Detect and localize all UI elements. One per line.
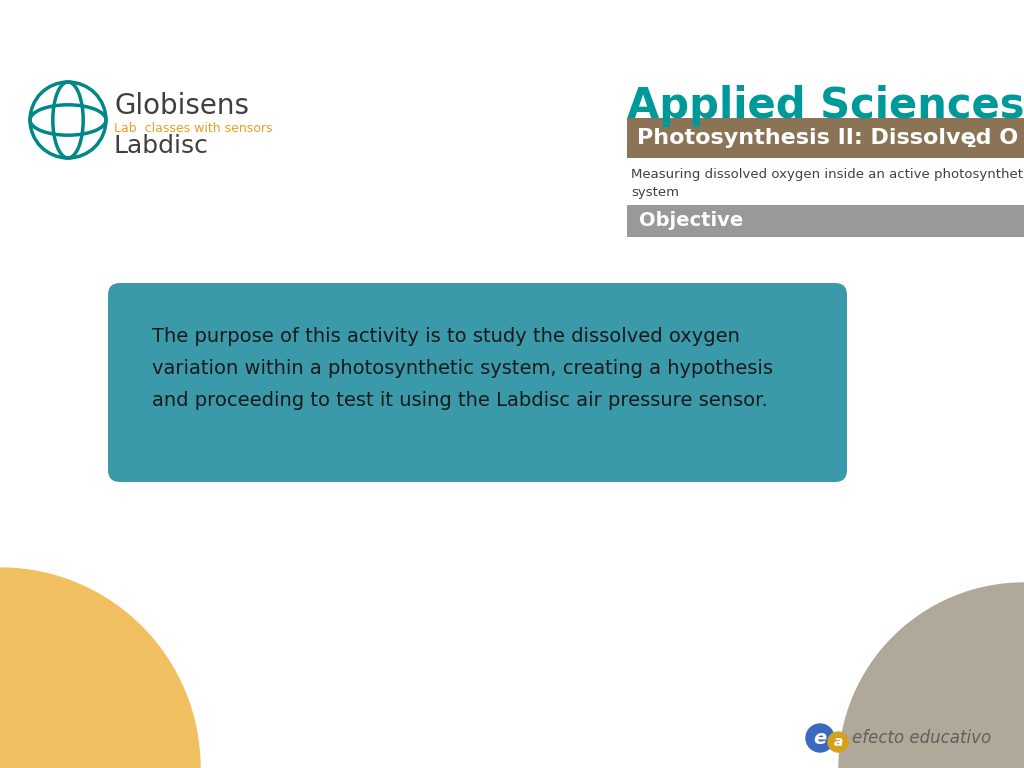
Text: The purpose of this activity is to study the dissolved oxygen: The purpose of this activity is to study…: [152, 327, 740, 346]
Circle shape: [806, 724, 834, 752]
Text: Measuring dissolved oxygen inside an active photosynthetic
system: Measuring dissolved oxygen inside an act…: [631, 168, 1024, 199]
Text: Photosynthesis II: Dissolved O: Photosynthesis II: Dissolved O: [637, 128, 1018, 148]
Text: Applied Sciences: Applied Sciences: [627, 85, 1024, 127]
Text: a: a: [834, 735, 843, 749]
Text: and proceeding to test it using the Labdisc air pressure sensor.: and proceeding to test it using the Labd…: [152, 392, 768, 411]
Text: Globisens: Globisens: [114, 92, 249, 120]
Text: Lab  classes with sensors: Lab classes with sensors: [114, 121, 272, 134]
Circle shape: [828, 732, 848, 752]
Text: efecto educativo: efecto educativo: [852, 729, 991, 747]
Text: variation within a photosynthetic system, creating a hypothesis: variation within a photosynthetic system…: [152, 359, 773, 379]
Text: Objective: Objective: [639, 211, 743, 230]
Circle shape: [839, 583, 1024, 768]
Circle shape: [0, 568, 200, 768]
Text: Labdisc: Labdisc: [114, 134, 209, 158]
FancyBboxPatch shape: [627, 118, 1024, 158]
FancyBboxPatch shape: [108, 283, 847, 482]
FancyBboxPatch shape: [627, 205, 1024, 237]
Text: e: e: [813, 729, 826, 747]
Text: 2: 2: [967, 136, 977, 150]
